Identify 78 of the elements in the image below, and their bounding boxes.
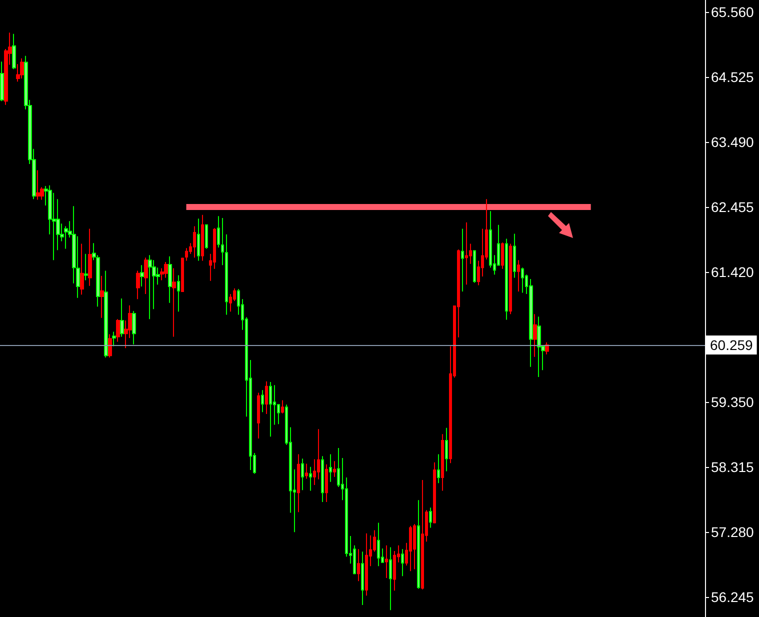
candlestick (80, 243, 84, 296)
ref-line-label: 60.259 (710, 336, 754, 353)
y-tick-label: 58.315 (711, 459, 754, 476)
candlestick (517, 260, 520, 292)
candlestick (357, 548, 360, 582)
candlestick (181, 257, 184, 292)
candlestick (36, 170, 40, 200)
candlestick (365, 532, 368, 596)
candlestick (132, 310, 136, 345)
candlestick (172, 268, 176, 338)
candlestick (329, 454, 332, 482)
candlestick (533, 314, 537, 358)
candlestick (261, 390, 264, 413)
candlestick (501, 242, 504, 270)
candlestick (84, 253, 88, 281)
candlestick (104, 270, 108, 358)
candlestick (164, 262, 168, 278)
y-tick-label: 59.350 (711, 394, 754, 410)
candlestick (108, 334, 112, 358)
candlestick (309, 466, 312, 492)
candlestick (168, 256, 172, 304)
candlestick (193, 226, 196, 258)
candlestick (465, 222, 468, 286)
candlestick (409, 525, 412, 572)
candlestick (537, 316, 541, 378)
y-tick-label: 61.420 (711, 264, 754, 280)
candlestick (257, 392, 260, 440)
candlestick (513, 233, 516, 278)
candlestick (417, 500, 420, 590)
candlestick (401, 548, 404, 577)
candlestick (321, 456, 324, 503)
candlestick (148, 254, 152, 320)
y-tick-label: 62.455 (711, 199, 754, 216)
candlestick (305, 463, 308, 480)
candlestick (197, 218, 200, 262)
candlestick (140, 264, 144, 288)
candlestick (281, 400, 284, 414)
candlestick (120, 298, 124, 338)
candlestick (112, 331, 116, 347)
candlestick (445, 427, 448, 472)
candlestick (461, 228, 464, 292)
candlestick (437, 454, 440, 484)
candlestick (297, 454, 300, 513)
candlestick (413, 524, 416, 570)
candlestick (144, 257, 148, 295)
candlestick (433, 462, 436, 524)
candlestick (0, 61, 4, 102)
candlestick (20, 58, 24, 80)
candlestick (441, 434, 444, 492)
y-tick-label: 64.525 (711, 68, 754, 85)
candlestick (265, 380, 268, 415)
candlestick (201, 214, 204, 262)
y-tick-label: 56.245 (711, 589, 754, 606)
candlestick (116, 318, 120, 342)
candlestick (88, 228, 92, 286)
candlestick (177, 274, 180, 312)
candlestick (377, 522, 380, 567)
candlestick (136, 270, 140, 300)
y-tick-label: 65.560 (711, 4, 754, 20)
candlestick (301, 458, 304, 491)
candlestick (389, 546, 392, 611)
candlestick (100, 275, 104, 318)
candlestick (505, 238, 508, 320)
y-tick-label: 57.280 (711, 524, 754, 540)
candlestick (269, 382, 272, 438)
candlestick (421, 480, 424, 590)
candlestick (429, 507, 432, 528)
candlestick (509, 243, 512, 315)
candlestick (529, 278, 533, 368)
candlestick (473, 250, 476, 284)
candlestick (205, 224, 208, 250)
candlestick (361, 551, 364, 606)
candlestick (521, 267, 524, 294)
candlestick (333, 460, 336, 478)
y-tick-label: 63.490 (711, 134, 754, 150)
candlestick (385, 544, 388, 579)
candlestick (12, 33, 16, 70)
candlestick (325, 464, 328, 503)
